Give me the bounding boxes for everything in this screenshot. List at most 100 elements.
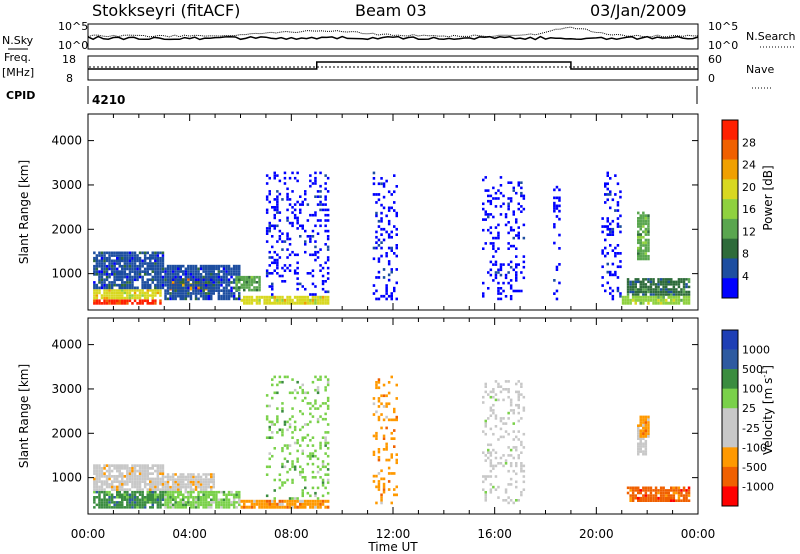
- power-cell: [105, 283, 109, 287]
- velocity-cell: [393, 410, 396, 414]
- power-cell: [520, 205, 523, 208]
- velocity-cell: [156, 498, 160, 501]
- velocity-cell: [121, 467, 124, 470]
- beam-title: Beam 03: [355, 1, 427, 20]
- power-cell: [639, 295, 642, 299]
- power-cell: [225, 294, 228, 298]
- power-cell: [255, 288, 259, 292]
- power-cell: [492, 242, 495, 245]
- power-cell: [235, 283, 238, 287]
- velocity-cell: [667, 494, 670, 497]
- power-cell: [517, 289, 520, 293]
- velocity-cell: [494, 456, 498, 460]
- power-cell: [177, 283, 180, 287]
- power-cell: [647, 290, 650, 294]
- power-cell: [484, 210, 487, 213]
- power-cell: [197, 270, 200, 273]
- power-cell: [288, 301, 292, 305]
- velocity-cell: [377, 386, 381, 390]
- power-cell: [212, 292, 215, 295]
- power-cell: [110, 289, 114, 292]
- power-cell: [642, 244, 645, 247]
- power-cell: [278, 211, 282, 214]
- power-cell: [387, 235, 391, 239]
- power-cell: [146, 286, 149, 290]
- velocity-cell: [166, 496, 170, 499]
- velocity-cell: [159, 480, 162, 483]
- power-cell: [647, 233, 650, 236]
- velocity-cell: [110, 493, 114, 496]
- power-cell: [654, 288, 658, 291]
- power-cell: [179, 289, 182, 292]
- velocity-cell: [639, 423, 642, 427]
- power-cell: [659, 295, 663, 299]
- power-cell: [520, 186, 523, 190]
- velocity-cell: [138, 485, 142, 489]
- velocity-cell: [657, 499, 660, 502]
- power-cell: [276, 198, 279, 201]
- velocity-cell: [141, 498, 144, 501]
- power-cell: [98, 281, 101, 284]
- power-cell: [647, 249, 650, 253]
- power-cell: [288, 269, 292, 272]
- colorbar-tick-label: -25: [742, 422, 760, 435]
- power-cell: [110, 264, 114, 268]
- velocity-cell: [108, 490, 111, 494]
- power-cell: [210, 264, 213, 268]
- power-cell: [319, 248, 322, 251]
- power-cell: [326, 301, 330, 305]
- power-cell: [276, 264, 279, 267]
- velocity-cell: [268, 465, 271, 469]
- power-cell: [390, 270, 393, 274]
- velocity-cell: [199, 488, 203, 491]
- power-cell: [138, 289, 142, 292]
- velocity-cell: [187, 501, 190, 504]
- velocity-cell: [494, 425, 498, 428]
- power-cell: [118, 299, 121, 303]
- velocity-cell: [296, 441, 299, 445]
- power-cell: [95, 267, 99, 271]
- power-cell: [273, 258, 276, 262]
- power-cell: [665, 293, 668, 296]
- power-cell: [207, 267, 210, 271]
- velocity-cell: [281, 449, 284, 453]
- power-cell: [197, 281, 200, 284]
- velocity-cell: [212, 498, 215, 501]
- velocity-cell: [265, 473, 269, 476]
- velocity-cell: [131, 483, 134, 486]
- velocity-cell: [263, 502, 266, 506]
- power-cell: [642, 285, 645, 289]
- velocity-cell: [138, 477, 142, 481]
- velocity-cell: [194, 498, 198, 501]
- power-cell: [311, 298, 315, 302]
- velocity-cell: [276, 391, 279, 395]
- power-cell: [616, 209, 620, 212]
- power-cell: [319, 203, 322, 206]
- velocity-cell: [520, 464, 523, 468]
- power-cell: [121, 278, 124, 282]
- power-cell: [654, 295, 658, 299]
- velocity-cell: [199, 503, 203, 507]
- velocity-cell: [316, 505, 320, 509]
- power-cell: [156, 259, 160, 263]
- power-cell: [324, 203, 327, 206]
- velocity-cell: [286, 428, 289, 432]
- power-cell: [512, 268, 515, 272]
- power-cell: [296, 227, 299, 230]
- power-cell: [611, 227, 615, 231]
- velocity-cell: [316, 391, 320, 395]
- velocity-cell: [309, 454, 312, 458]
- power-cell: [606, 217, 609, 220]
- velocity-cell: [118, 480, 121, 483]
- velocity-cell: [301, 383, 304, 387]
- velocity-cell: [116, 469, 119, 473]
- power-cell: [141, 283, 144, 287]
- power-cell: [522, 255, 526, 258]
- velocity-cell: [255, 502, 259, 506]
- power-cell: [665, 290, 668, 294]
- power-cell: [235, 273, 238, 276]
- power-cell: [207, 281, 210, 284]
- power-cell: [512, 186, 515, 190]
- power-cell: [314, 250, 317, 254]
- power-cell: [154, 286, 157, 290]
